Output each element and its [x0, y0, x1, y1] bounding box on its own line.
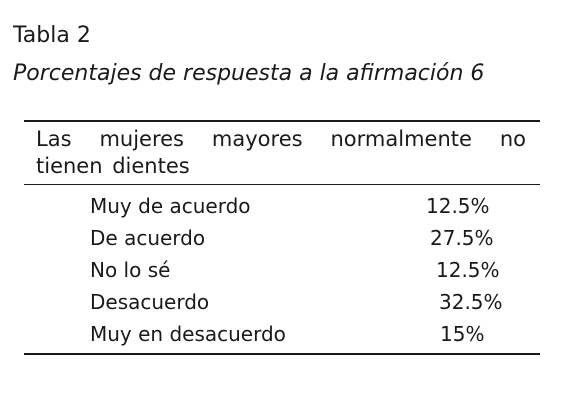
table-label: Tabla 2	[13, 23, 91, 48]
header-rule	[24, 184, 540, 185]
response-label: De acuerdo	[90, 226, 206, 250]
table-row: No lo sé 12.5%	[24, 254, 540, 286]
response-percentage: 32.5%	[439, 290, 503, 314]
top-rule	[24, 120, 540, 122]
response-percentage: 27.5%	[430, 226, 494, 250]
bottom-rule	[24, 353, 540, 355]
response-percentage: 15%	[440, 322, 485, 346]
table-row: Desacuerdo 32.5%	[24, 286, 540, 318]
table-row: Muy en desacuerdo 15%	[24, 318, 540, 350]
response-table: Las mujeres mayores normalmente no tiene…	[24, 120, 540, 355]
table-caption: Porcentajes de respuesta a la afirmación…	[13, 61, 485, 86]
response-label: Desacuerdo	[90, 290, 210, 314]
response-label: Muy de acuerdo	[90, 194, 251, 218]
table-row: De acuerdo 27.5%	[24, 222, 540, 254]
statement-header: Las mujeres mayores normalmente no tiene…	[36, 127, 526, 178]
response-percentage: 12.5%	[426, 194, 490, 218]
response-percentage: 12.5%	[436, 258, 500, 282]
response-label: No lo sé	[90, 258, 171, 282]
table-body: Muy de acuerdo 12.5% De acuerdo 27.5% No…	[24, 185, 540, 353]
response-label: Muy en desacuerdo	[90, 322, 286, 346]
table-row: Muy de acuerdo 12.5%	[24, 190, 540, 222]
